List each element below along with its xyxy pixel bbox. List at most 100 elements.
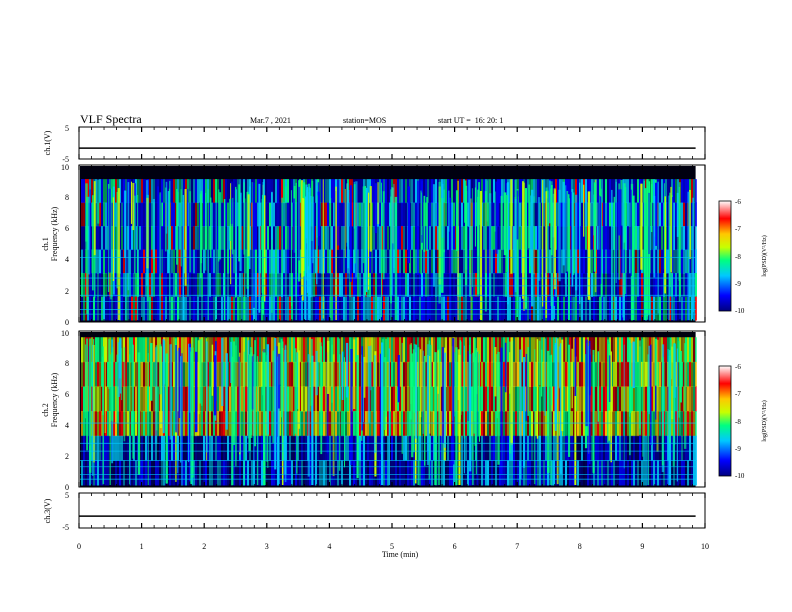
spectrogram-cell [695,249,697,274]
spectrogram-cell [675,337,677,363]
spectrogram-cell [179,273,181,298]
spectrogram-cell [141,226,143,251]
spectrogram-cell [525,411,527,437]
spectrogram-burst [177,350,179,473]
spectrogram-cell [437,296,439,321]
spectrogram-cell [121,226,123,251]
ch2-spec-ytick-2: 2 [65,452,69,461]
spectrogram-burst [412,349,415,453]
spectrogram-cell [541,249,543,274]
spectrogram-cell [653,361,655,387]
spectrogram-cell [223,337,225,363]
spectrogram-burst [274,338,277,470]
spectrogram-cell [459,226,461,251]
spectrogram-cell [319,386,321,412]
spectrogram-cell [317,361,319,387]
spectrogram-burst [305,184,308,239]
spectrogram-cell [283,226,285,251]
spectrogram-burst [644,188,647,320]
spectrogram-cell [521,435,523,461]
spectrogram-cell [517,460,519,486]
spectrogram-cell [219,386,221,412]
spectrogram-burst [669,350,671,445]
spectrogram-cell [593,296,595,321]
spectrogram-cell [121,202,123,227]
spectrogram-burst [218,189,220,262]
spectrogram-cell [535,435,537,461]
spectrogram-cell [397,337,399,363]
spectrogram-cell [543,361,545,387]
spectrogram-cell [199,435,201,461]
spectrogram-cell [567,435,569,461]
spectrogram-burst [369,186,372,252]
spectrogram-cell [431,202,433,227]
spectrogram-cell [577,179,579,204]
spectrogram-cell [289,296,291,321]
spectrogram-cell [181,337,183,363]
spectrogram-cell [667,249,669,274]
spectrogram-cell [145,386,147,412]
spectrogram-cell [105,337,107,363]
spectrogram-cell [287,296,289,321]
spectrogram-cell [319,296,321,321]
spectrogram-cell [529,337,531,363]
spectrogram-cell [543,296,545,321]
spectrogram-burst [285,186,287,320]
spectrogram-cell [461,226,463,251]
spectrogram-cell [387,411,389,437]
spectrogram-burst [664,196,666,294]
spectrogram-cell [153,179,155,204]
spectrogram-cell [563,273,565,298]
spectrogram-cell [555,179,557,204]
spectrogram-cell [423,337,425,363]
spectrogram-cell [387,460,389,486]
spectrogram-burst [494,191,497,232]
spectrogram-burst [215,179,217,320]
xtick-label-6: 6 [453,542,457,551]
spectrogram-cell [339,202,341,227]
spectrogram-cell [355,411,357,437]
spectrogram-cell [655,411,657,437]
spectrogram-cell [283,296,285,321]
spectrogram-cell [101,411,103,437]
spectrogram-cell [343,361,345,387]
spectrogram-cell [161,337,163,363]
spectrogram-cell [81,226,83,251]
spectrogram-cell [577,361,579,387]
spectrogram-cell [617,337,619,363]
spectrogram-cell [663,296,665,321]
spectrogram-cell [85,273,87,298]
spectrogram-cell [245,202,247,227]
spectrogram-cell [117,411,119,437]
spectrogram-cell [273,273,275,298]
spectrogram-cell [291,435,293,461]
spectrogram-cell [493,249,495,274]
spectrogram-cell [671,179,673,204]
spectrogram-cell [587,435,589,461]
spectrogram-cell [265,386,267,412]
spectrogram-cell [431,179,433,204]
spectrogram-cell [351,460,353,486]
spectrogram-cell [221,226,223,251]
spectrogram-cell [97,226,99,251]
spectrogram-cell [323,296,325,321]
spectrogram-cell [685,273,687,298]
spectrogram-cell [451,273,453,298]
spectrogram-cell [213,460,215,486]
spectrogram-cell [181,249,183,274]
spectrogram-cell [97,296,99,321]
spectrogram-cell [371,361,373,387]
spectrogram-cell [131,249,133,274]
spectrogram-cell [617,202,619,227]
spectrogram-burst [610,351,612,463]
spectrogram-cell [143,202,145,227]
spectrogram-cell [549,296,551,321]
spectrogram-cell [135,411,137,437]
spectrogram-cell [183,179,185,204]
spectrogram-cell [665,179,667,204]
spectrogram-cell [321,202,323,227]
spectrogram-cell [351,273,353,298]
spectrogram-cell [141,249,143,274]
spectrogram-cell [581,249,583,274]
spectrogram-cell [335,337,337,363]
